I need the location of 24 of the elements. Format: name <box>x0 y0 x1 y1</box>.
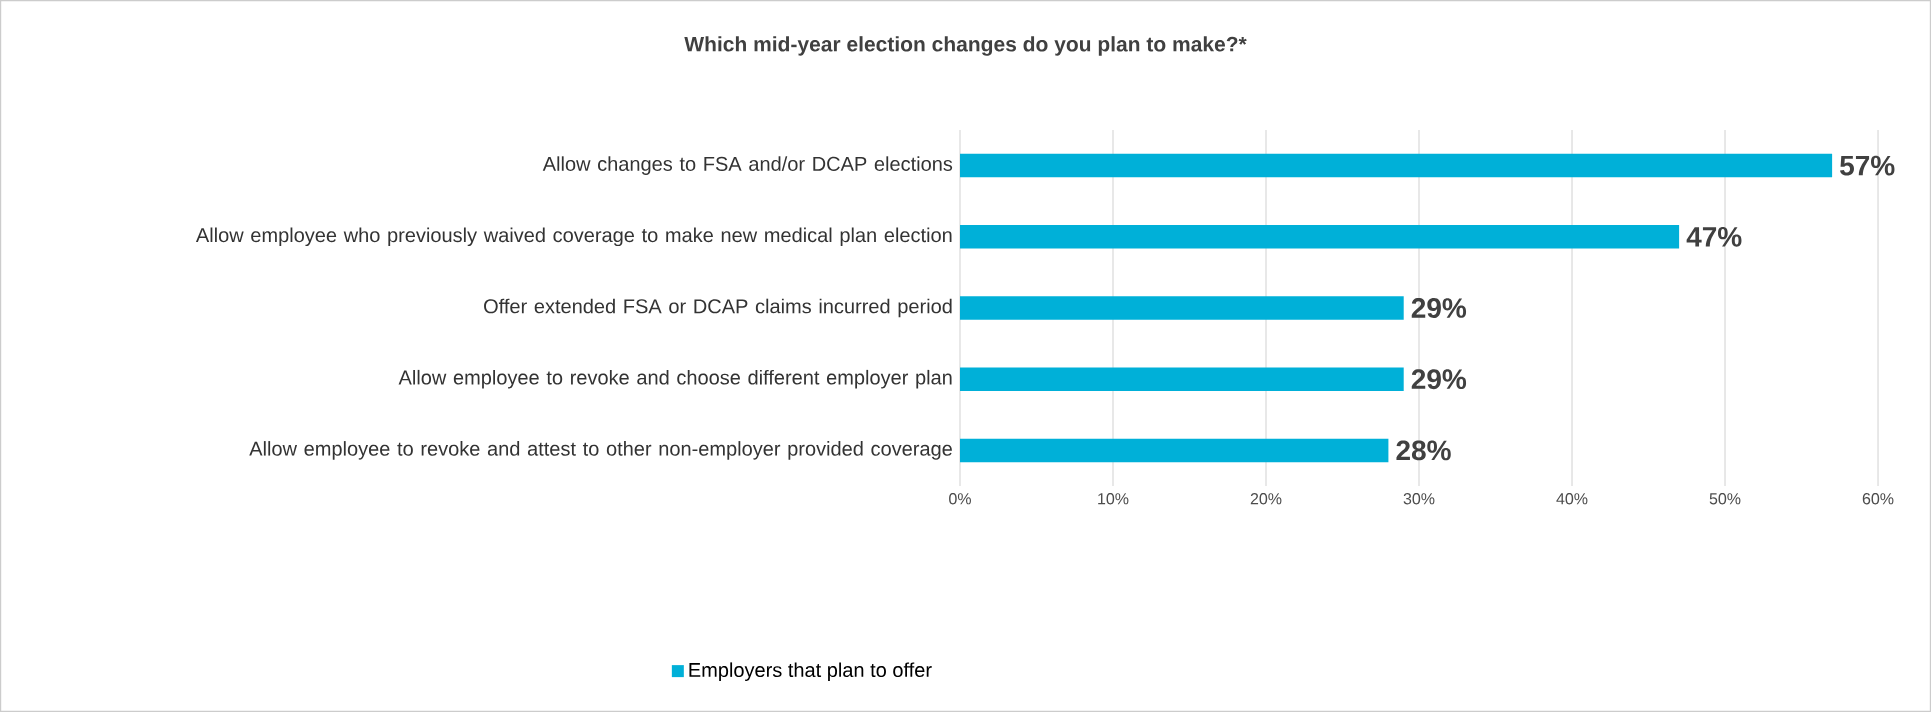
text: 29% <box>1411 369 1467 390</box>
y-tick-label: Offer extended FSA or DCAP claims incurred period <box>484 298 952 318</box>
y-tick-label: Allow employee to revoke and choose different employer plan <box>398 369 952 389</box>
text: 29% <box>1411 298 1467 318</box>
bar <box>960 225 1680 249</box>
x-tick-label: 10% <box>1098 493 1129 505</box>
y-tick-label: Allow employee to revoke and attest to other non-employer provided coverage <box>249 441 952 460</box>
bar <box>960 367 1404 391</box>
y-tick-label: Allow changes to FSA and/or DCAP elections <box>542 156 953 175</box>
x-tick-label: 40% <box>1556 493 1588 505</box>
x-tick-label: 30% <box>1403 493 1435 505</box>
bar <box>960 296 1404 320</box>
x-tick-label: 60% <box>1862 493 1894 505</box>
legend-label: Employers that plan to offer <box>689 662 932 682</box>
bar <box>960 153 1833 178</box>
y-tick-label: Allow employee who previously waived coverage to make new medical plan election <box>195 227 952 247</box>
text: 57% <box>1840 155 1895 176</box>
bar <box>960 438 1389 463</box>
x-tick-label: 20% <box>1250 493 1282 505</box>
chart-title: Which mid-year election changes do you plan to make?* <box>684 36 1247 56</box>
x-tick-label: 50% <box>1709 493 1741 505</box>
x-tick-label: 0% <box>949 493 971 505</box>
text: 47% <box>1686 226 1742 247</box>
text: 28% <box>1396 440 1451 461</box>
